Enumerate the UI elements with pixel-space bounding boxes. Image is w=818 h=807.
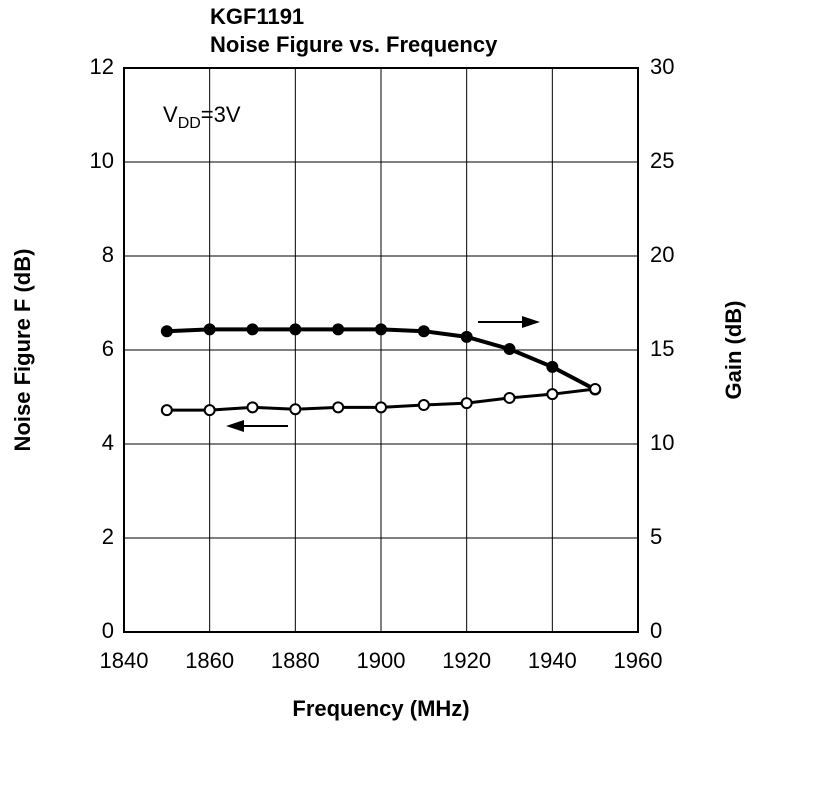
y-tick-label: 0 bbox=[102, 618, 114, 643]
x-axis-label: Frequency (MHz) bbox=[292, 696, 469, 721]
annotation-main: V bbox=[163, 102, 178, 127]
y2-tick-label: 25 bbox=[650, 148, 674, 173]
y2-tick-label: 5 bbox=[650, 524, 662, 549]
y2-tick-label: 20 bbox=[650, 242, 674, 267]
data-point bbox=[546, 360, 559, 373]
data-point bbox=[160, 325, 173, 338]
x-tick-label: 1920 bbox=[442, 648, 491, 673]
data-point bbox=[417, 398, 430, 411]
y2-tick-label: 0 bbox=[650, 618, 662, 643]
data-point bbox=[246, 401, 259, 414]
data-point bbox=[332, 401, 345, 414]
y2-tick-label: 10 bbox=[650, 430, 674, 455]
x-tick-label: 1900 bbox=[357, 648, 406, 673]
data-point bbox=[160, 404, 173, 417]
y-tick-label: 4 bbox=[102, 430, 114, 455]
data-point bbox=[375, 401, 387, 414]
data-point bbox=[203, 404, 216, 417]
y-tick-label: 2 bbox=[102, 524, 114, 549]
data-point bbox=[589, 383, 602, 396]
y2-tick-label: 15 bbox=[650, 336, 674, 361]
x-tick-label: 1940 bbox=[528, 648, 577, 673]
y-tick-label: 6 bbox=[102, 336, 114, 361]
annotation-subscript: DD bbox=[178, 115, 201, 132]
y-tick-label: 10 bbox=[90, 148, 114, 173]
y2-axis-label: Gain (dB) bbox=[721, 301, 746, 400]
data-point bbox=[332, 323, 345, 336]
y-tick-label: 8 bbox=[102, 242, 114, 267]
data-point bbox=[289, 323, 302, 336]
data-point bbox=[246, 323, 259, 336]
data-point bbox=[503, 391, 516, 404]
data-point bbox=[203, 323, 216, 336]
data-point bbox=[503, 343, 516, 356]
data-point bbox=[289, 403, 302, 416]
x-tick-label: 1960 bbox=[614, 648, 663, 673]
data-point bbox=[460, 397, 473, 410]
data-point bbox=[375, 323, 387, 336]
data-point bbox=[546, 388, 559, 401]
x-tick-label: 1860 bbox=[185, 648, 234, 673]
chart-title: KGF1191 bbox=[210, 4, 304, 29]
y-tick-label: 12 bbox=[90, 54, 114, 79]
data-point bbox=[460, 330, 473, 343]
arrows bbox=[226, 316, 540, 432]
x-tick-label: 1840 bbox=[100, 648, 149, 673]
data-point bbox=[417, 325, 430, 338]
x-tick-label: 1880 bbox=[271, 648, 320, 673]
annotation-suffix: =3V bbox=[201, 102, 241, 127]
annotation: VDD=3V bbox=[163, 102, 241, 132]
plot-frame bbox=[123, 67, 639, 633]
y-axis-label: Noise Figure F (dB) bbox=[10, 249, 35, 452]
y2-tick-label: 30 bbox=[650, 54, 674, 79]
chart-subtitle: Noise Figure vs. Frequency bbox=[210, 32, 498, 57]
